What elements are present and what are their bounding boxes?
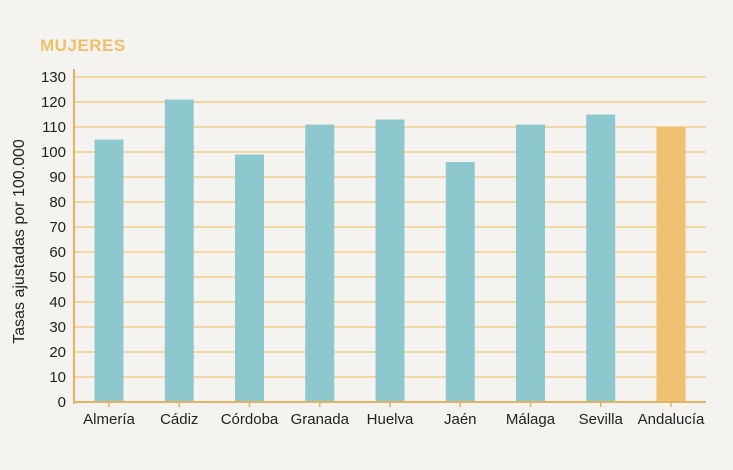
- bar: [586, 114, 616, 402]
- y-tick-label: 0: [58, 394, 66, 411]
- chart-title: MUJERES: [40, 36, 126, 55]
- x-tick-label: Jaén: [444, 411, 477, 428]
- x-tick-label: Granada: [291, 411, 350, 428]
- bar: [164, 99, 194, 402]
- x-tick-label: Huelva: [367, 411, 414, 428]
- tick-labels: 0 10 20 30 40 50 60 70 80 90 100 110 120 130 Almería Cá…: [11, 69, 705, 428]
- y-tick-label: 40: [49, 294, 66, 311]
- y-tick-label: 30: [49, 319, 66, 336]
- y-tick-label: 20: [49, 344, 66, 361]
- y-tick-label: 90: [49, 169, 66, 186]
- bars: [94, 99, 686, 402]
- x-tick-label: Andalucía: [638, 411, 705, 428]
- y-tick-label: 10: [49, 369, 66, 386]
- y-tick-label: 50: [49, 269, 66, 286]
- bar: [656, 127, 686, 402]
- x-tick-label: Cádiz: [160, 411, 198, 428]
- y-tick-label: 80: [49, 194, 66, 211]
- x-tick-label: Málaga: [506, 411, 556, 428]
- y-axis-title: Tasas ajustadas por 100.000: [11, 139, 28, 344]
- y-tick-label: 110: [42, 119, 66, 136]
- y-tick-label: 70: [49, 219, 66, 236]
- bar: [445, 162, 475, 402]
- y-tick-label: 100: [41, 144, 66, 161]
- y-tick-label: 130: [41, 69, 66, 86]
- x-tick-label: Sevilla: [579, 411, 624, 428]
- y-tick-label: 120: [41, 94, 66, 111]
- x-tick-label: Almería: [83, 411, 135, 428]
- bar: [516, 124, 545, 402]
- bar: [305, 124, 335, 402]
- y-tick-label: 60: [49, 244, 66, 261]
- x-tick-label: Córdoba: [221, 411, 279, 428]
- axes: [73, 69, 706, 407]
- bar: [375, 119, 405, 402]
- bar: [94, 139, 124, 402]
- bar: [235, 154, 264, 402]
